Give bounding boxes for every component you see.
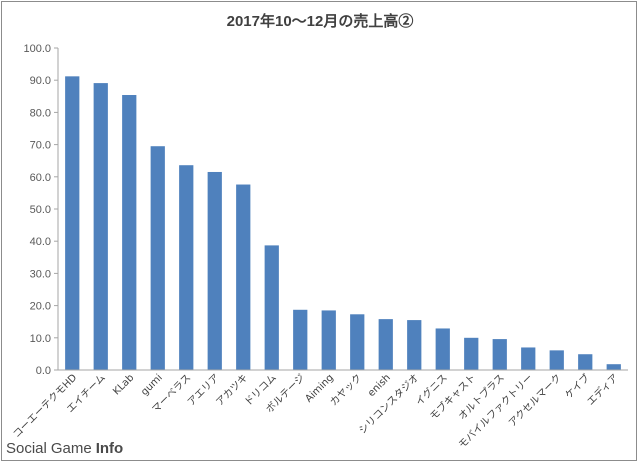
bar xyxy=(378,319,393,370)
bar xyxy=(350,314,365,370)
x-tick-label: enish xyxy=(366,372,393,399)
y-tick-label: 50.0 xyxy=(30,204,51,216)
watermark-logo: Social Game Info xyxy=(6,440,123,457)
bar xyxy=(93,83,108,371)
bar xyxy=(606,364,621,370)
y-tick-label: 20.0 xyxy=(30,301,51,313)
x-tick-label: カヤック xyxy=(328,372,365,409)
chart-title: 2017年10～12月の売上高② xyxy=(226,13,414,30)
bar xyxy=(464,337,479,370)
y-tick-label: 90.0 xyxy=(30,75,51,87)
bar xyxy=(122,95,137,371)
bar xyxy=(492,339,507,370)
y-tick-label: 80.0 xyxy=(30,107,51,119)
bar xyxy=(407,320,422,370)
x-tick-label: KLab xyxy=(111,372,136,397)
bar xyxy=(293,309,308,370)
watermark-part-1: Social xyxy=(6,440,47,457)
bar xyxy=(521,347,536,370)
bar xyxy=(65,76,80,370)
bar xyxy=(150,146,165,370)
bar xyxy=(578,354,593,370)
y-tick-label: 60.0 xyxy=(30,172,51,184)
bar xyxy=(435,328,450,370)
x-tick-label: エディア xyxy=(584,371,621,408)
bar xyxy=(236,184,251,370)
y-tick-label: 70.0 xyxy=(30,140,51,152)
x-tick-label: gumi xyxy=(139,372,165,398)
bar xyxy=(179,165,194,370)
bar xyxy=(321,310,336,370)
y-tick-label: 10.0 xyxy=(30,333,51,345)
watermark-part-3: Info xyxy=(95,440,124,457)
y-tick-label: 40.0 xyxy=(30,236,51,248)
y-tick-label: 0.0 xyxy=(36,365,51,377)
bar xyxy=(264,245,279,370)
bar xyxy=(549,350,564,370)
y-tick-label: 100.0 xyxy=(23,43,51,55)
y-tick-label: 30.0 xyxy=(30,268,51,280)
watermark-part-2: Game xyxy=(50,440,92,457)
bar xyxy=(207,171,222,370)
